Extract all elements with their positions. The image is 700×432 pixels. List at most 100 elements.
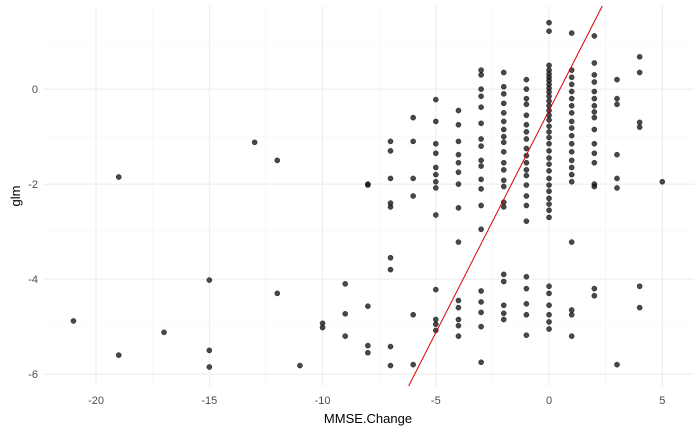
data-point	[546, 155, 552, 161]
data-point	[546, 117, 552, 123]
data-point	[478, 299, 484, 305]
data-point	[115, 352, 122, 358]
data-point	[342, 333, 349, 339]
data-point	[206, 347, 213, 354]
data-point	[251, 139, 258, 146]
data-point	[478, 136, 484, 142]
data-point	[568, 95, 575, 102]
data-point	[568, 333, 575, 339]
data-point	[636, 54, 643, 60]
data-point	[546, 175, 552, 182]
data-point	[500, 100, 507, 107]
data-point	[455, 121, 462, 128]
data-point	[523, 332, 530, 338]
y-tick-label: -4	[28, 274, 38, 286]
data-point	[500, 126, 507, 133]
data-point	[636, 283, 643, 290]
data-point	[387, 175, 394, 182]
regression-fit-line	[408, 5, 603, 387]
data-point	[523, 311, 530, 318]
data-point	[500, 271, 507, 278]
data-point	[546, 129, 552, 135]
data-point	[478, 67, 484, 73]
minor-gridlines	[44, 6, 694, 386]
data-point	[478, 72, 484, 78]
data-point	[546, 148, 552, 154]
data-point	[455, 151, 462, 158]
data-point	[614, 151, 620, 158]
data-point	[546, 182, 552, 188]
data-point	[500, 316, 507, 323]
data-point	[568, 30, 575, 36]
data-point	[478, 323, 484, 330]
data-point	[568, 81, 575, 88]
data-point	[546, 302, 552, 309]
data-point	[636, 304, 643, 311]
data-point	[523, 167, 530, 173]
y-axis-tick-labels: -6 -4 -2 0	[28, 84, 38, 381]
data-point	[546, 134, 552, 141]
data-point	[455, 239, 462, 245]
data-point	[70, 318, 77, 324]
data-point	[455, 138, 462, 145]
data-point	[523, 159, 530, 166]
data-point	[115, 174, 122, 180]
scatter-points	[70, 19, 666, 370]
data-point	[523, 136, 530, 142]
data-point	[523, 285, 530, 292]
data-point	[297, 362, 303, 369]
y-tick-label: 0	[32, 84, 38, 96]
data-point	[546, 290, 552, 297]
data-point	[478, 93, 484, 100]
x-tick-label: -15	[201, 395, 217, 407]
data-point	[500, 83, 507, 90]
data-point	[523, 95, 530, 102]
data-point	[500, 149, 507, 155]
data-point	[546, 140, 552, 147]
data-point	[546, 62, 552, 69]
data-point	[568, 307, 575, 313]
data-point	[546, 168, 552, 174]
x-tick-label: 0	[546, 395, 552, 407]
data-point	[591, 285, 598, 292]
data-point	[591, 150, 598, 157]
data-point	[568, 171, 575, 178]
data-point	[546, 188, 552, 195]
data-point	[591, 60, 598, 66]
data-point	[387, 343, 394, 350]
data-point	[433, 178, 439, 185]
data-point	[591, 109, 598, 115]
data-point	[614, 101, 620, 108]
data-point	[591, 292, 598, 299]
data-point	[568, 157, 575, 164]
data-point	[500, 167, 507, 173]
data-point	[568, 149, 575, 155]
data-point	[546, 201, 552, 207]
data-point	[478, 202, 484, 209]
data-point	[478, 163, 484, 169]
data-point	[433, 164, 439, 171]
data-point	[568, 239, 575, 245]
data-point	[455, 107, 462, 114]
data-point	[546, 311, 552, 318]
data-point	[342, 281, 349, 287]
data-point	[500, 183, 507, 190]
data-point	[591, 159, 598, 166]
data-point	[591, 79, 598, 85]
data-point	[614, 185, 620, 191]
data-point	[568, 311, 575, 318]
data-point	[546, 93, 552, 100]
data-point	[546, 214, 552, 221]
data-point	[500, 278, 507, 285]
data-point	[546, 19, 552, 26]
data-point	[365, 342, 371, 349]
data-point	[500, 133, 507, 140]
data-point	[591, 183, 598, 190]
data-point	[546, 207, 552, 214]
data-point	[455, 181, 462, 187]
data-point	[478, 288, 484, 294]
data-point	[523, 145, 530, 152]
data-point	[568, 118, 575, 125]
x-axis-tick-labels: -20 -15 -10 -5 0 5	[88, 395, 665, 407]
